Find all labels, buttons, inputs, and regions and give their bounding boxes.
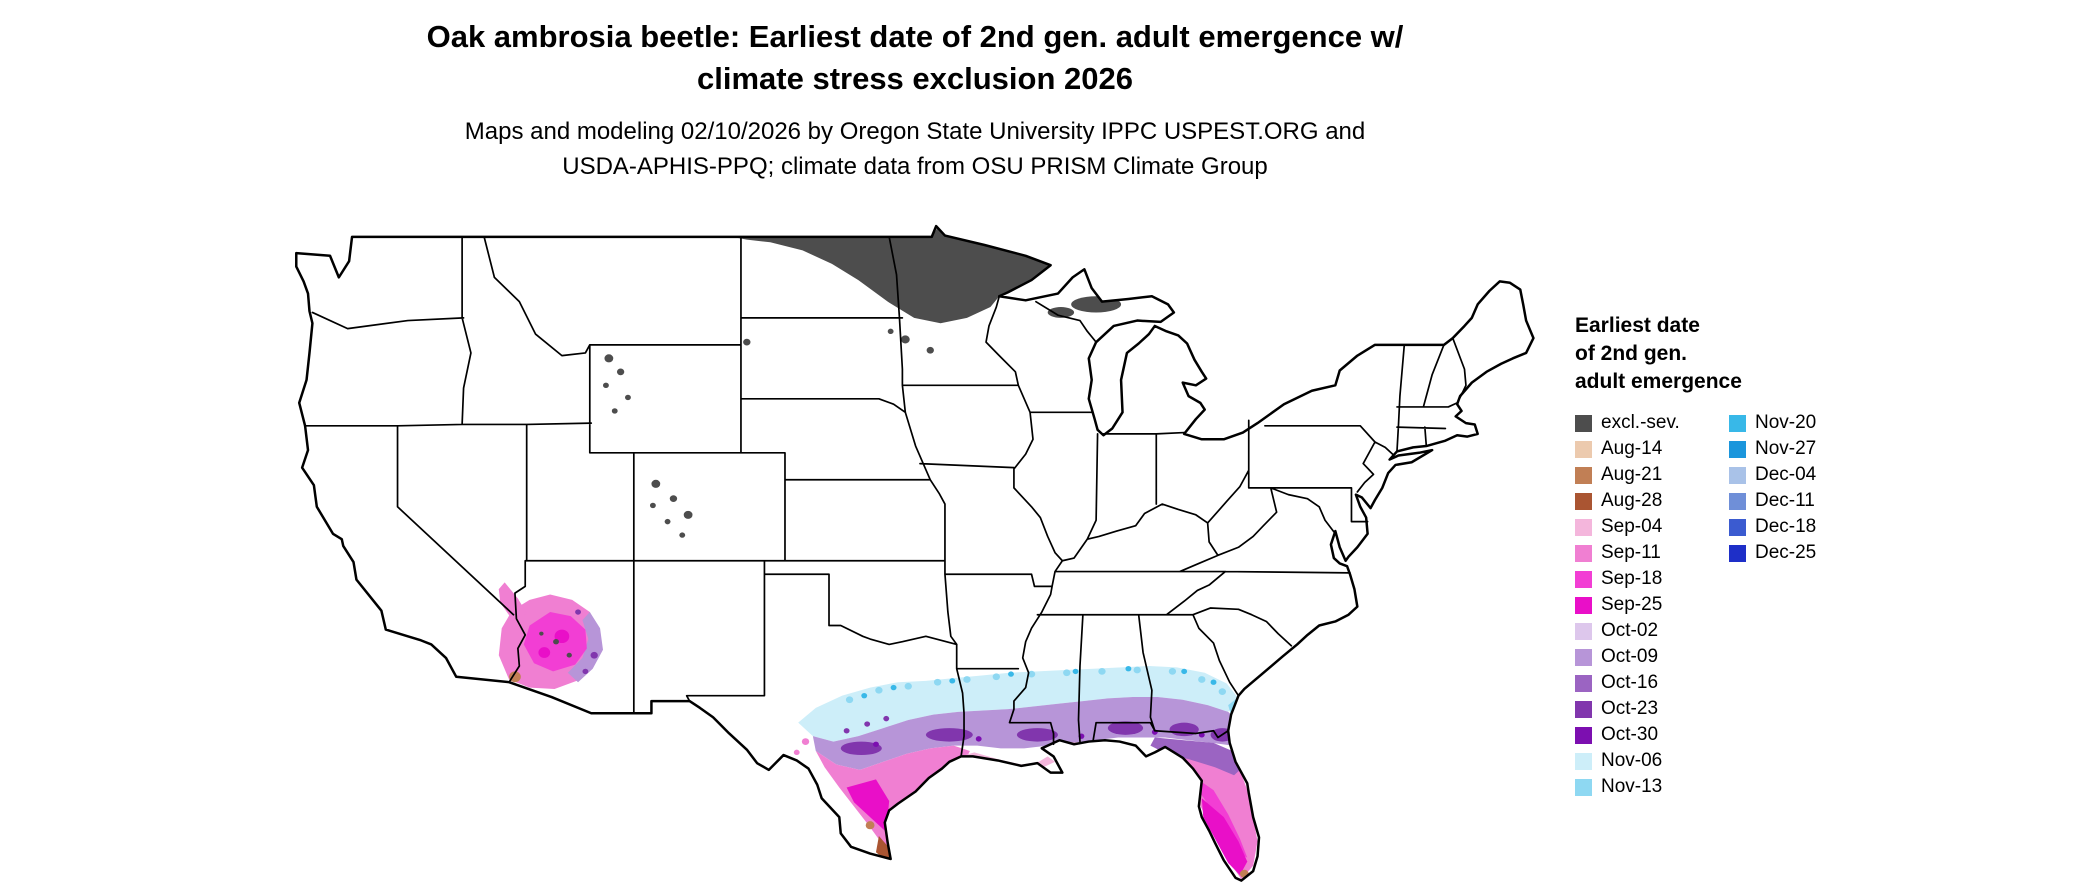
legend-swatch [1575, 778, 1592, 796]
region-southwest [498, 582, 603, 689]
legend-label: Oct-23 [1601, 698, 1659, 719]
legend-swatch [1575, 596, 1592, 614]
legend-item: Oct-09 [1575, 644, 1729, 670]
legend-item: Sep-18 [1575, 566, 1729, 592]
legend-label: Nov-27 [1755, 438, 1817, 459]
region-excluded-rockies [603, 338, 751, 538]
legend-label: Oct-16 [1601, 672, 1659, 693]
legend-item: Aug-21 [1575, 462, 1729, 488]
title-line-2: climate stress exclusion 2026 [697, 61, 1133, 96]
legend-swatch [1575, 544, 1592, 562]
legend-label: Aug-14 [1601, 438, 1663, 459]
legend-label: Sep-18 [1601, 568, 1663, 589]
legend-swatch [1575, 518, 1592, 536]
legend-swatch [1575, 466, 1592, 484]
region-florida [1150, 737, 1258, 881]
legend-swatch [1575, 752, 1592, 770]
legend-label: excl.-sev. [1601, 412, 1680, 433]
legend-item: Dec-11 [1729, 488, 1816, 514]
legend-label: Sep-11 [1601, 542, 1661, 563]
legend-column-2: Nov-20 Nov-27 Dec-04 Dec-11 [1729, 410, 1816, 800]
legend-title-line-2: of 2nd gen. [1575, 342, 1687, 365]
figure-title: Oak ambrosia beetle: Earliest date of 2n… [0, 16, 1830, 100]
legend-item: Sep-25 [1575, 592, 1729, 618]
legend-swatch [1575, 492, 1592, 510]
model-output-layers [498, 227, 1258, 881]
legend-title-line-1: Earliest date [1575, 314, 1700, 337]
title-line-1: Oak ambrosia beetle: Earliest date of 2n… [426, 19, 1404, 54]
conus-map-svg [286, 218, 1554, 890]
legend-swatch [1575, 674, 1592, 692]
legend-label: Oct-02 [1601, 620, 1659, 641]
legend-item: excl.-sev. [1575, 410, 1729, 436]
legend-label: Aug-21 [1601, 464, 1663, 485]
legend-swatch [1729, 492, 1746, 510]
legend-swatch [1729, 518, 1746, 536]
legend-swatch [1575, 648, 1592, 666]
legend-label: Dec-25 [1755, 542, 1817, 563]
legend-label: Dec-11 [1755, 490, 1815, 511]
legend-item: Dec-04 [1729, 462, 1816, 488]
legend-item: Oct-30 [1575, 722, 1729, 748]
legend-item: Oct-02 [1575, 618, 1729, 644]
region-gulf-oct-band [812, 697, 1242, 770]
legend-swatch [1575, 726, 1592, 744]
conus-outline [296, 226, 1533, 880]
legend-item: Aug-14 [1575, 436, 1729, 462]
legend-label: Aug-28 [1601, 490, 1663, 511]
legend-title: Earliest date of 2nd gen. adult emergenc… [1575, 312, 1975, 396]
figure-subtitle: Maps and modeling 02/10/2026 by Oregon S… [0, 114, 1830, 184]
legend-label: Dec-18 [1755, 516, 1817, 537]
legend-item: Nov-06 [1575, 748, 1729, 774]
legend-swatch [1729, 466, 1746, 484]
legend-label: Nov-06 [1601, 750, 1663, 771]
legend-swatch [1575, 700, 1592, 718]
legend-label: Dec-04 [1755, 464, 1817, 485]
legend-title-line-3: adult emergence [1575, 370, 1742, 393]
legend-item: Nov-27 [1729, 436, 1816, 462]
subtitle-line-2: USDA-APHIS-PPQ; climate data from OSU PR… [562, 153, 1268, 180]
legend-item: Oct-16 [1575, 670, 1729, 696]
subtitle-line-1: Maps and modeling 02/10/2026 by Oregon S… [464, 118, 1366, 145]
legend-label: Oct-30 [1601, 724, 1659, 745]
legend-item: Oct-23 [1575, 696, 1729, 722]
legend-item: Sep-04 [1575, 514, 1729, 540]
legend-item: Dec-18 [1729, 514, 1816, 540]
legend-swatch [1729, 544, 1746, 562]
legend-swatch [1575, 622, 1592, 640]
legend-column-1: excl.-sev. Aug-14 Aug-21 Aug-28 [1575, 410, 1729, 800]
legend-label: Nov-20 [1755, 412, 1817, 433]
region-excluded-north [732, 227, 1122, 354]
region-south-texas [793, 738, 970, 864]
legend-swatch [1729, 440, 1746, 458]
legend-label: Nov-13 [1601, 776, 1663, 797]
legend-label: Oct-09 [1601, 646, 1659, 667]
legend: Earliest date of 2nd gen. adult emergenc… [1575, 312, 1975, 800]
legend-item: Dec-25 [1729, 540, 1816, 566]
legend-item: Aug-28 [1575, 488, 1729, 514]
legend-swatch [1575, 440, 1592, 458]
legend-item: Nov-20 [1729, 410, 1816, 436]
state-borders [305, 237, 1466, 757]
legend-item: Nov-13 [1575, 774, 1729, 800]
us-map [286, 218, 1554, 890]
legend-columns: excl.-sev. Aug-14 Aug-21 Aug-28 [1575, 410, 1975, 800]
legend-item: Sep-11 [1575, 540, 1729, 566]
legend-label: Sep-25 [1601, 594, 1663, 615]
legend-swatch [1575, 414, 1592, 432]
legend-swatch [1729, 414, 1746, 432]
legend-swatch [1575, 570, 1592, 588]
figure-header: Oak ambrosia beetle: Earliest date of 2n… [0, 16, 1830, 184]
legend-label: Sep-04 [1601, 516, 1663, 537]
